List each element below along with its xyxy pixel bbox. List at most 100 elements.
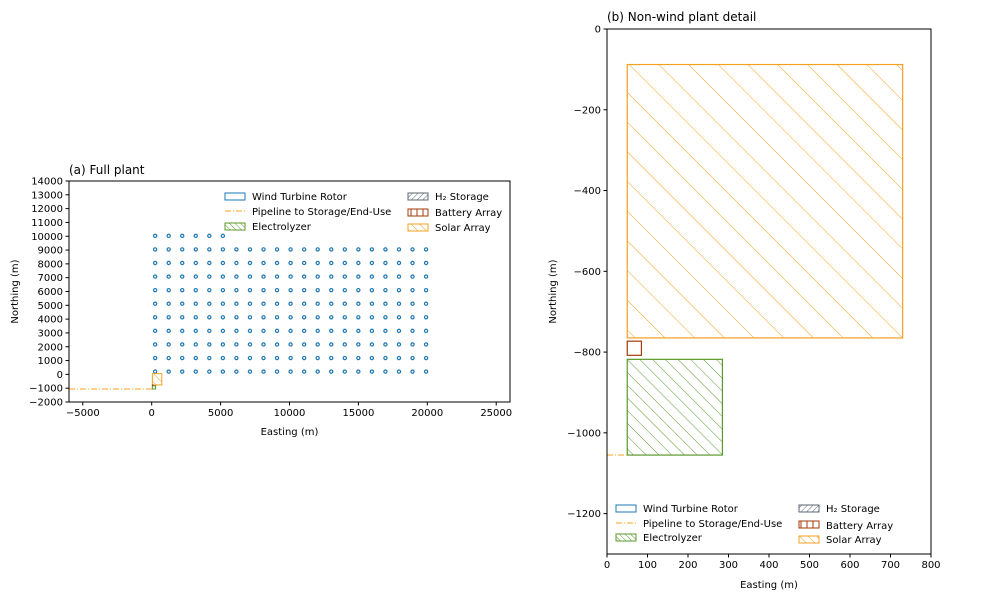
- wind-turbine-marker: [288, 274, 293, 279]
- wind-turbine-marker: [423, 247, 429, 252]
- wind-turbine-marker: [410, 328, 415, 334]
- wind-turbine-marker: [423, 342, 429, 347]
- panel-b-x-tick-label: 800: [921, 560, 940, 571]
- wind-turbine-marker: [193, 315, 198, 320]
- wind-turbine-marker: [180, 287, 185, 293]
- legend-b-label-solar-array: Solar Array: [826, 535, 882, 546]
- wind-turbine-marker: [152, 315, 158, 320]
- wind-turbine-marker: [180, 342, 185, 347]
- panel-a-y-tick-label: 10000: [31, 232, 63, 243]
- wind-turbine-marker: [152, 328, 158, 334]
- wind-turbine-marker: [410, 287, 415, 293]
- wind-turbine-marker: [369, 287, 375, 293]
- wind-turbine-marker: [274, 342, 280, 347]
- wind-turbine-marker: [410, 247, 415, 252]
- legend-b-item-h2-storage: H₂ Storage: [798, 504, 880, 515]
- wind-turbine-marker: [180, 260, 185, 266]
- wind-turbine-marker: [288, 355, 293, 361]
- panel-a-y-tick-label: −1000: [29, 384, 63, 395]
- wind-turbine-marker: [356, 287, 361, 293]
- panel-b-y-tick-label: −800: [574, 348, 601, 359]
- wind-turbine-marker: [301, 247, 307, 252]
- wind-turbine-marker: [247, 328, 253, 334]
- wind-turbine-marker: [152, 260, 158, 266]
- wind-turbine-marker: [207, 328, 212, 334]
- legend-b-item-pipeline: Pipeline to Storage/End-Use: [616, 519, 782, 530]
- panel-a-legend: Wind Turbine Rotor Pipeline to Storage/E…: [224, 192, 502, 234]
- panel-b-x-tick-label: 400: [759, 560, 778, 571]
- legend-item-h2-storage: H₂ Storage: [407, 192, 489, 203]
- legend-label-pipeline: Pipeline to Storage/End-Use: [252, 207, 391, 218]
- legend-item-wind-turbine-rotor: Wind Turbine Rotor: [224, 192, 348, 203]
- wind-turbine-marker: [166, 355, 171, 361]
- wind-turbine-marker: [329, 287, 334, 293]
- wind-turbine-marker: [193, 287, 198, 293]
- wind-turbine-marker: [207, 233, 212, 239]
- wind-turbine-marker: [220, 247, 226, 252]
- wind-turbine-marker: [423, 274, 429, 279]
- wind-turbine-marker: [288, 328, 293, 334]
- legend-item-electrolyzer: Electrolyzer: [224, 222, 312, 233]
- wind-turbine-marker: [274, 247, 280, 252]
- wind-turbine-marker: [234, 328, 239, 334]
- legend-label-wind-turbine-rotor: Wind Turbine Rotor: [252, 192, 348, 203]
- panel-a-y-axis-label: Northing (m): [10, 259, 21, 323]
- wind-turbine-marker: [329, 315, 334, 320]
- wind-turbine-marker: [247, 301, 253, 306]
- wind-turbine-marker: [247, 342, 253, 347]
- panel-a-y-tick-label: 7000: [38, 273, 63, 284]
- wind-turbine-marker: [315, 342, 320, 347]
- wind-turbine-marker: [383, 260, 388, 266]
- wind-turbine-marker: [207, 247, 212, 252]
- panel-b-x-ticks: 0 100 200 300 400 500 600 700 800: [604, 554, 941, 571]
- wind-turbine-marker: [315, 355, 320, 361]
- wind-turbine-marker: [301, 355, 307, 361]
- legend-b-item-wind-turbine-rotor: Wind Turbine Rotor: [615, 504, 739, 515]
- wind-turbine-marker: [369, 260, 375, 266]
- wind-turbine-marker: [396, 355, 402, 361]
- wind-turbine-marker: [356, 315, 361, 320]
- wind-turbine-marker: [247, 247, 253, 252]
- wind-turbine-marker: [315, 247, 320, 252]
- wind-turbine-marker: [315, 301, 320, 306]
- wind-turbine-marker: [342, 260, 347, 266]
- wind-turbine-marker: [261, 301, 266, 306]
- panel-a-title: (a) Full plant: [69, 163, 145, 177]
- wind-turbine-marker: [342, 342, 347, 347]
- panel-a-y-tick-label: 3000: [38, 328, 63, 339]
- panel-b-x-tick-label: 700: [881, 560, 900, 571]
- wind-turbine-marker: [193, 301, 198, 306]
- legend-b-swatch-wind-turbine-rotor: [615, 504, 637, 513]
- panel-b-legend: Wind Turbine Rotor Pipeline to Storage/E…: [615, 504, 893, 546]
- wind-turbine-marker: [152, 287, 158, 293]
- wind-turbine-marker: [234, 301, 239, 306]
- panel-a-y-tick-label: 4000: [38, 315, 63, 326]
- panel-b-x-tick-label: 100: [638, 560, 657, 571]
- wind-turbine-marker: [329, 355, 334, 361]
- wind-turbine-marker: [261, 274, 266, 279]
- legend-item-pipeline: Pipeline to Storage/End-Use: [225, 207, 391, 218]
- wind-turbine-marker: [383, 287, 388, 293]
- wind-turbine-marker: [274, 315, 280, 320]
- wind-turbine-marker: [423, 328, 429, 334]
- panel-b-x-axis-label: Easting (m): [740, 580, 798, 591]
- wind-turbine-marker: [180, 369, 185, 374]
- panel-a-y-tick-label: −2000: [29, 398, 63, 409]
- wind-turbine-marker: [329, 247, 334, 252]
- wind-turbine-marker: [220, 233, 226, 239]
- panel-b-y-tick-label: −200: [574, 105, 601, 116]
- panel-b-y-tick-label: 0: [595, 25, 601, 36]
- wind-turbine-marker: [220, 342, 226, 347]
- panel-b-y-tick-label: −400: [574, 186, 601, 197]
- panel-a-y-tick-label: 5000: [38, 301, 63, 312]
- wind-turbine-marker: [356, 369, 361, 374]
- wind-turbine-marker: [220, 301, 226, 306]
- wind-turbine-marker: [329, 301, 334, 306]
- wind-turbine-marker: [301, 260, 307, 266]
- wind-turbine-marker: [152, 342, 158, 347]
- legend-b-label-h2-storage: H₂ Storage: [826, 504, 880, 515]
- panel-b-y-tick-label: −600: [574, 267, 601, 278]
- wind-turbine-marker: [410, 355, 415, 361]
- wind-turbine-marker: [356, 301, 361, 306]
- wind-turbine-marker: [261, 287, 266, 293]
